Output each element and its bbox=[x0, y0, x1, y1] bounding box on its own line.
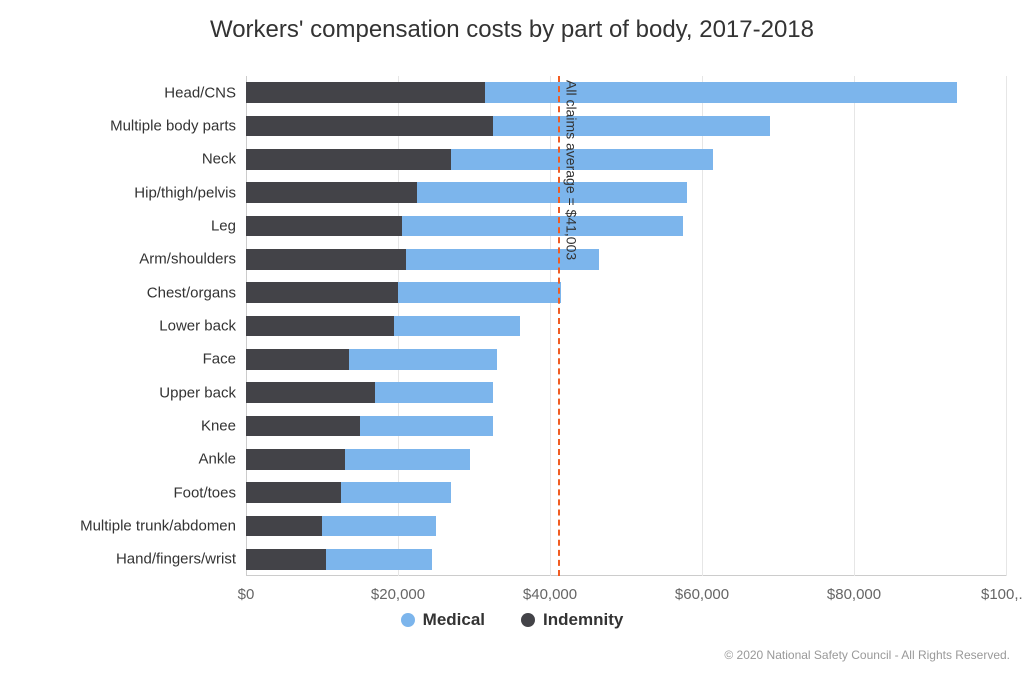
gridline bbox=[1006, 76, 1007, 576]
gridline bbox=[854, 76, 855, 576]
legend-label: Medical bbox=[423, 610, 485, 630]
bar-segment-medical[interactable] bbox=[360, 416, 493, 437]
bar-segment-indemnity[interactable] bbox=[246, 549, 326, 570]
bar-segment-indemnity[interactable] bbox=[246, 516, 322, 537]
y-tick-label: Lower back bbox=[159, 318, 246, 335]
bar-segment-indemnity[interactable] bbox=[246, 316, 394, 337]
reference-line-label: All claims average = $41,003 bbox=[564, 80, 580, 260]
bar-segment-medical[interactable] bbox=[375, 382, 493, 403]
chart-container: Workers' compensation costs by part of b… bbox=[0, 0, 1024, 683]
y-tick-label: Arm/shoulders bbox=[139, 251, 246, 268]
bar-segment-medical[interactable] bbox=[402, 216, 683, 237]
y-tick-label: Neck bbox=[202, 151, 246, 168]
bar-segment-indemnity[interactable] bbox=[246, 416, 360, 437]
chart-title: Workers' compensation costs by part of b… bbox=[0, 16, 1024, 44]
x-tick-label: $0 bbox=[238, 586, 255, 603]
plot-area: $0$20,000$40,000$60,000$80,000$100,...He… bbox=[246, 76, 1006, 576]
x-tick-label: $20,000 bbox=[371, 586, 425, 603]
reference-line bbox=[558, 76, 560, 576]
legend: Medical Indemnity bbox=[0, 610, 1024, 632]
y-tick-label: Multiple body parts bbox=[110, 118, 246, 135]
y-tick-label: Ankle bbox=[198, 451, 246, 468]
bar-segment-indemnity[interactable] bbox=[246, 116, 493, 137]
bar-segment-medical[interactable] bbox=[451, 149, 713, 170]
bar-segment-indemnity[interactable] bbox=[246, 249, 406, 270]
bar-segment-medical[interactable] bbox=[485, 82, 956, 103]
legend-swatch bbox=[401, 613, 415, 627]
x-axis-line bbox=[246, 575, 1006, 576]
y-tick-label: Head/CNS bbox=[164, 84, 246, 101]
bar-segment-medical[interactable] bbox=[493, 116, 770, 137]
bar-segment-medical[interactable] bbox=[345, 449, 470, 470]
credits-text: © 2020 National Safety Council - All Rig… bbox=[724, 648, 1010, 662]
legend-swatch bbox=[521, 613, 535, 627]
x-tick-label: $40,000 bbox=[523, 586, 577, 603]
x-tick-label: $60,000 bbox=[675, 586, 729, 603]
y-tick-label: Face bbox=[203, 351, 246, 368]
bar-segment-indemnity[interactable] bbox=[246, 82, 485, 103]
x-tick-label: $80,000 bbox=[827, 586, 881, 603]
legend-label: Indemnity bbox=[543, 610, 623, 630]
legend-item-indemnity[interactable]: Indemnity bbox=[521, 610, 623, 630]
bar-segment-indemnity[interactable] bbox=[246, 149, 451, 170]
y-tick-label: Foot/toes bbox=[173, 484, 246, 501]
y-tick-label: Hand/fingers/wrist bbox=[116, 551, 246, 568]
bar-segment-indemnity[interactable] bbox=[246, 216, 402, 237]
x-tick-label: $100,... bbox=[981, 586, 1024, 603]
y-tick-label: Upper back bbox=[159, 384, 246, 401]
y-tick-label: Hip/thigh/pelvis bbox=[134, 184, 246, 201]
y-tick-label: Chest/organs bbox=[147, 284, 246, 301]
bar-segment-medical[interactable] bbox=[417, 182, 687, 203]
bar-segment-medical[interactable] bbox=[326, 549, 432, 570]
bar-segment-medical[interactable] bbox=[349, 349, 497, 370]
bar-segment-indemnity[interactable] bbox=[246, 382, 375, 403]
y-tick-label: Knee bbox=[201, 418, 246, 435]
bar-segment-medical[interactable] bbox=[398, 282, 561, 303]
y-tick-label: Leg bbox=[211, 218, 246, 235]
bar-segment-indemnity[interactable] bbox=[246, 449, 345, 470]
bar-segment-indemnity[interactable] bbox=[246, 182, 417, 203]
bar-segment-medical[interactable] bbox=[322, 516, 436, 537]
bar-segment-medical[interactable] bbox=[394, 316, 519, 337]
bar-segment-indemnity[interactable] bbox=[246, 349, 349, 370]
bar-segment-medical[interactable] bbox=[341, 482, 451, 503]
bar-segment-indemnity[interactable] bbox=[246, 482, 341, 503]
y-tick-label: Multiple trunk/abdomen bbox=[80, 518, 246, 535]
legend-item-medical[interactable]: Medical bbox=[401, 610, 485, 630]
bar-segment-indemnity[interactable] bbox=[246, 282, 398, 303]
